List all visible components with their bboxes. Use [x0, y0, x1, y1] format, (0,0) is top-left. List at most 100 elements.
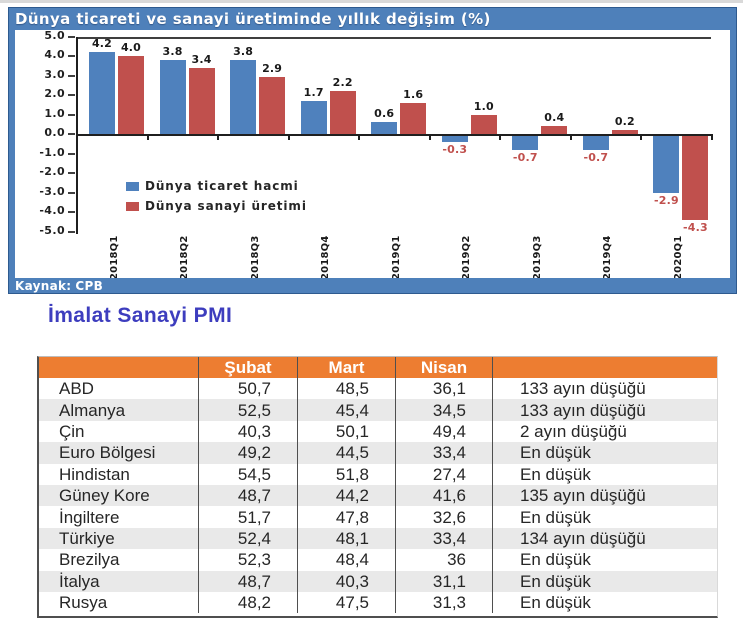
- y-axis-tick: [68, 191, 75, 194]
- chart-bar: [611, 130, 638, 134]
- cell-nisan: 33,4: [395, 527, 492, 550]
- cell-mart: 48,4: [297, 549, 395, 571]
- cell-subat: 51,7: [198, 506, 297, 528]
- cell-country: Euro Bölgesi: [59, 443, 156, 463]
- bar-value-label: 0.6: [374, 107, 395, 121]
- chart-bar: [541, 126, 568, 134]
- pmi-table: Şubat Mart Nisan ABD 50,7 48,5 36,1 133 ayın…: [37, 356, 718, 618]
- legend-item-trade: Dünya ticaret hacmi: [126, 179, 307, 193]
- table-header-row: Şubat Mart Nisan: [39, 357, 717, 378]
- bar-value-label: 0.2: [614, 115, 635, 129]
- chart-bar: [371, 122, 398, 134]
- x-axis-tick: [217, 136, 220, 140]
- y-axis-tick: [68, 133, 75, 135]
- cell-country: Hindistan: [59, 464, 130, 484]
- cell-country: Türkiye: [59, 528, 115, 548]
- y-axis-tick: [68, 94, 75, 96]
- cell-subat: 48,7: [198, 484, 297, 507]
- y-axis-tick: [68, 211, 75, 213]
- table-row: ABD 50,7 48,5 36,1 133 ayın düşüğü: [39, 378, 717, 400]
- x-axis-tick: [569, 136, 572, 140]
- y-axis-tick: [68, 152, 75, 155]
- cell-mart: 40,3: [297, 570, 395, 592]
- chart-plot-area: Dünya ticaret hacmi Dünya sanayi üretimi…: [15, 30, 730, 278]
- x-axis-category-label: 2019Q2: [461, 235, 473, 279]
- chart-bar: [259, 77, 286, 134]
- bar-value-label: 1.6: [403, 87, 424, 101]
- cell-country: Rusya: [59, 593, 108, 613]
- cell-country: Çin: [59, 421, 85, 441]
- y-axis-tick: [68, 113, 75, 116]
- cell-nisan: 27,4: [395, 463, 492, 485]
- table-row: Güney Kore 48,7 44,2 41,6 135 ayın düşüğü: [39, 484, 717, 507]
- cell-subat: 52,4: [198, 527, 297, 550]
- cell-nisan: 49,4: [395, 420, 492, 443]
- table-row: Türkiye 52,4 48,1 33,4 134 ayın düşüğü: [39, 527, 717, 550]
- cell-note: 133 ayın düşüğü: [492, 378, 715, 400]
- chart-bar: [682, 136, 709, 220]
- zero-line: [76, 134, 713, 136]
- cell-mart: 47,5: [297, 591, 395, 614]
- bar-value-label: 1.0: [473, 99, 494, 113]
- x-axis-tick: [711, 136, 713, 140]
- y-axis-tick-label: -3.0: [39, 184, 65, 198]
- bar-value-label: 0.4: [544, 111, 565, 125]
- y-axis-tick: [68, 35, 75, 38]
- x-axis-category-label: 2018Q3: [249, 235, 261, 279]
- y-axis-tick-label: 2.0: [44, 87, 65, 100]
- cell-country: Güney Kore: [59, 486, 150, 506]
- y-axis-tick-label: 3.0: [44, 67, 65, 81]
- x-axis-tick: [428, 136, 431, 140]
- y-axis-tick-label: -2.0: [39, 165, 65, 178]
- chart-bar: [512, 136, 539, 150]
- table-row: İngiltere 51,7 47,8 32,6 En düşük: [39, 506, 717, 528]
- x-axis-tick: [499, 136, 502, 140]
- cell-note: 134 ayın düşüğü: [492, 527, 715, 550]
- x-axis-tick: [640, 136, 643, 140]
- legend-label-industry: Dünya sanayi üretimi: [145, 199, 307, 213]
- table-row: İtalya 48,7 40,3 31,1 En düşük: [39, 570, 717, 592]
- x-axis-category-label: 2019Q4: [602, 235, 614, 279]
- table-row: Brezilya 52,3 48,4 36 En düşük: [39, 549, 717, 571]
- cell-subat: 52,5: [198, 399, 297, 421]
- chart-legend: Dünya ticaret hacmi Dünya sanayi üretimi: [126, 179, 307, 219]
- y-axis-tick-label: 0.0: [44, 126, 65, 139]
- plot-top-border: [76, 37, 711, 39]
- chart-bar: [188, 67, 215, 134]
- cell-nisan: 41,6: [395, 484, 492, 507]
- y-axis-tick-label: -1.0: [39, 145, 65, 159]
- bar-value-label: 2.9: [262, 62, 283, 76]
- cell-subat: 49,2: [198, 442, 297, 464]
- bar-value-label: -4.3: [683, 220, 708, 234]
- bar-value-label: 3.4: [191, 52, 212, 66]
- y-axis-tick-label: -4.0: [39, 204, 65, 217]
- cell-nisan: 34,5: [395, 399, 492, 421]
- chart-bar: [582, 136, 609, 150]
- cell-mart: 50,1: [297, 420, 395, 443]
- cell-subat: 54,5: [198, 463, 297, 485]
- cell-nisan: 31,3: [395, 591, 492, 614]
- chart-bar: [159, 59, 186, 134]
- source-value: CPB: [75, 279, 104, 293]
- cell-mart: 51,8: [297, 463, 395, 485]
- cell-country: Brezilya: [59, 550, 120, 570]
- x-axis-category-label: 2019Q3: [531, 235, 543, 279]
- table-row: Rusya 48,2 47,5 31,3 En düşük: [39, 591, 717, 614]
- y-axis-tick-label: -5.0: [39, 223, 65, 237]
- x-axis-tick: [287, 136, 290, 140]
- cell-note: 135 ayın düşüğü: [492, 484, 715, 507]
- table-row: Hindistan 54,5 51,8 27,4 En düşük: [39, 463, 717, 485]
- header-cell-country: [39, 357, 198, 378]
- cell-nisan: 32,6: [395, 506, 492, 528]
- bar-value-label: 3.8: [162, 44, 183, 58]
- table-row: Almanya 52,5 45,4 34,5 133 ayın düşüğü: [39, 399, 717, 421]
- cell-note: En düşük: [492, 442, 715, 464]
- page-top-edge: [0, 0, 743, 3]
- cell-note: En düşük: [492, 506, 715, 528]
- chart-bar: [653, 136, 680, 193]
- cell-subat: 48,7: [198, 570, 297, 592]
- source-label: Kaynak:: [15, 279, 72, 293]
- cell-note: 2 ayın düşüğü: [492, 420, 715, 443]
- x-axis-tick: [358, 136, 361, 140]
- cell-nisan: 36: [395, 549, 492, 571]
